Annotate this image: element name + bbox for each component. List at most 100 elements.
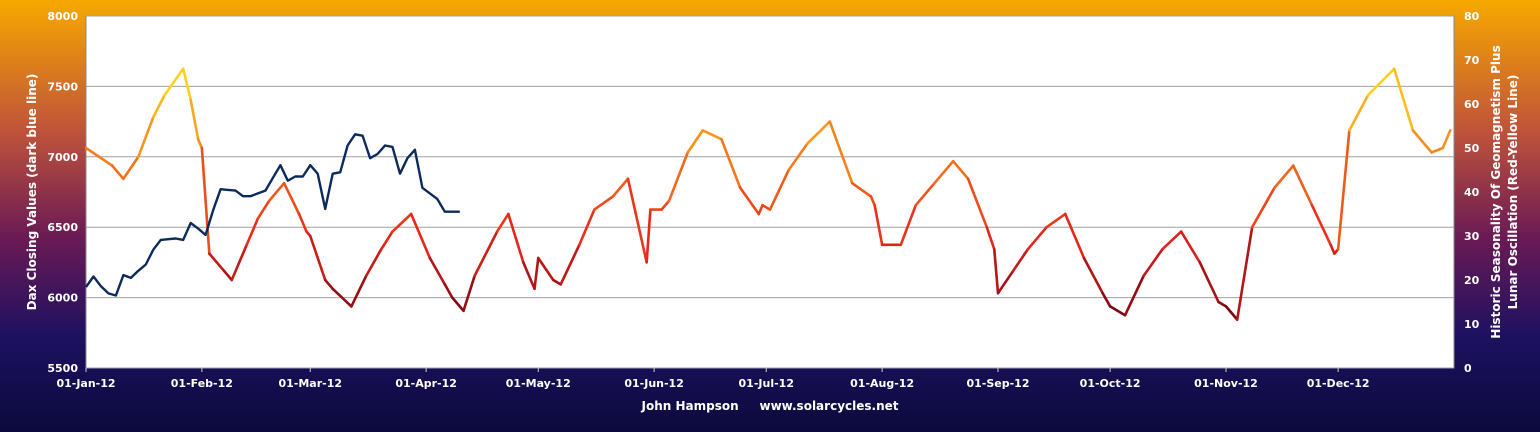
x-tick-label: 01-Oct-12 xyxy=(1080,377,1141,390)
seasonality-segment xyxy=(667,151,690,203)
seasonality-segment xyxy=(196,137,204,150)
seasonality-segment xyxy=(992,247,1000,295)
seasonality-segment xyxy=(1430,146,1445,154)
seasonality-segment xyxy=(611,177,630,198)
x-tick-label: 01-Aug-12 xyxy=(850,377,914,390)
right-tick-label: 40 xyxy=(1464,186,1480,199)
left-tick-label: 6500 xyxy=(47,221,78,234)
right-axis-title-line1: Historic Seasonality Of Geomagnetism Plu… xyxy=(1489,45,1503,338)
seasonality-segment xyxy=(701,129,723,141)
seasonality-segment xyxy=(1336,129,1351,251)
seasonality-segment xyxy=(230,243,249,282)
x-tick-label: 01-Jul-12 xyxy=(739,377,794,390)
seasonality-segment xyxy=(267,181,286,203)
seasonality-segment xyxy=(462,274,477,313)
right-tick-label: 10 xyxy=(1464,318,1480,331)
seasonality-segment xyxy=(1108,305,1127,317)
seasonality-segment xyxy=(850,181,873,198)
seasonality-segment xyxy=(1441,129,1452,150)
seasonality-segment xyxy=(200,146,211,255)
seasonality-segment xyxy=(1348,93,1370,132)
seasonality-segment xyxy=(1366,67,1396,97)
x-tick-label: 01-Apr-12 xyxy=(395,377,457,390)
seasonality-segment xyxy=(1101,291,1112,308)
right-tick-label: 70 xyxy=(1464,54,1480,67)
seasonality-segment xyxy=(578,208,596,247)
x-tick-label: 01-Dec-12 xyxy=(1307,377,1370,390)
seasonality-segment xyxy=(873,203,884,247)
right-axis-ticks: 80 70 60 50 40 30 20 10 0 xyxy=(1464,10,1480,375)
seasonality-segment xyxy=(256,199,271,220)
seasonality-segment xyxy=(593,195,615,211)
left-tick-label: 7000 xyxy=(47,151,78,164)
footer-credit: John Hampson www.solarcycles.net xyxy=(640,399,898,413)
seasonality-segment xyxy=(899,203,918,247)
seasonality-segment xyxy=(163,67,185,97)
seasonality-segment xyxy=(1392,67,1415,132)
seasonality-segment xyxy=(985,225,996,251)
seasonality-segment xyxy=(122,155,140,181)
seasonality-segment xyxy=(686,129,705,154)
x-tick-label: 01-Nov-12 xyxy=(1194,377,1258,390)
seasonality-segment xyxy=(308,234,327,282)
left-tick-label: 8000 xyxy=(47,10,78,23)
seasonality-segment xyxy=(1045,212,1067,229)
seasonality-segment xyxy=(222,269,234,282)
seasonality-segment xyxy=(1235,225,1254,321)
seasonality-segment xyxy=(1273,164,1295,189)
seasonality-segment xyxy=(1198,261,1220,304)
seasonality-segment xyxy=(1250,186,1276,229)
x-tick-label: 01-Mar-12 xyxy=(278,377,342,390)
seasonality-segment xyxy=(391,212,413,233)
seasonality-segment xyxy=(379,230,394,251)
seasonality-segment xyxy=(645,208,652,264)
seasonality-segment xyxy=(1063,212,1086,260)
seasonality-segment xyxy=(660,199,671,211)
seasonality-segment xyxy=(365,247,383,277)
seasonality-segment xyxy=(1123,274,1146,317)
seasonality-segment xyxy=(1329,243,1336,255)
seasonality-segment xyxy=(522,261,536,291)
seasonality-segment xyxy=(350,274,368,308)
seasonality-segment xyxy=(533,256,540,291)
seasonality-segment xyxy=(1217,300,1228,308)
seasonality-segment xyxy=(1224,305,1239,321)
left-tick-label: 5500 xyxy=(47,362,78,375)
left-tick-label: 7500 xyxy=(47,80,78,93)
seasonality-segment xyxy=(189,98,200,141)
seasonality-segment xyxy=(450,296,465,313)
x-tick-label: 01-Jun-12 xyxy=(624,377,684,390)
seasonality-segment xyxy=(208,252,226,273)
x-tick-label: 01-Sep-12 xyxy=(966,377,1029,390)
seasonality-segment xyxy=(331,287,353,308)
left-axis-ticks: 8000 7500 7000 6500 6000 5500 xyxy=(47,10,78,375)
seasonality-segment xyxy=(951,159,970,181)
seasonality-segment xyxy=(559,243,581,286)
seasonality-segment xyxy=(761,203,772,211)
seasonality-segment xyxy=(495,212,510,233)
seasonality-segment xyxy=(828,120,854,185)
seasonality-segment xyxy=(473,230,499,277)
seasonality-segment xyxy=(151,93,166,119)
seasonality-segment xyxy=(282,181,301,216)
seasonality-segment xyxy=(137,115,155,159)
seasonality-segment xyxy=(1291,164,1314,207)
x-tick-label: 01-May-12 xyxy=(506,377,571,390)
seasonality-segment xyxy=(110,164,125,181)
seasonality-segment xyxy=(323,278,334,291)
x-axis-ticks: 01-Jan-12 01-Feb-12 01-Mar-12 01-Apr-12 01-M… xyxy=(56,368,1370,390)
right-tick-label: 50 xyxy=(1464,142,1480,155)
seasonality-segment xyxy=(996,269,1015,295)
right-tick-label: 0 xyxy=(1464,362,1472,375)
seasonality-segment xyxy=(1082,256,1104,295)
seasonality-segment xyxy=(1411,129,1433,154)
seasonality-segment xyxy=(1011,247,1030,273)
seasonality-segment xyxy=(1026,225,1048,251)
seasonality-segment xyxy=(409,212,432,260)
seasonality-segment xyxy=(966,177,989,229)
right-tick-label: 20 xyxy=(1464,274,1480,287)
seasonality-segment xyxy=(768,168,790,211)
plot-area xyxy=(85,15,1455,369)
seasonality-segment xyxy=(738,186,761,216)
